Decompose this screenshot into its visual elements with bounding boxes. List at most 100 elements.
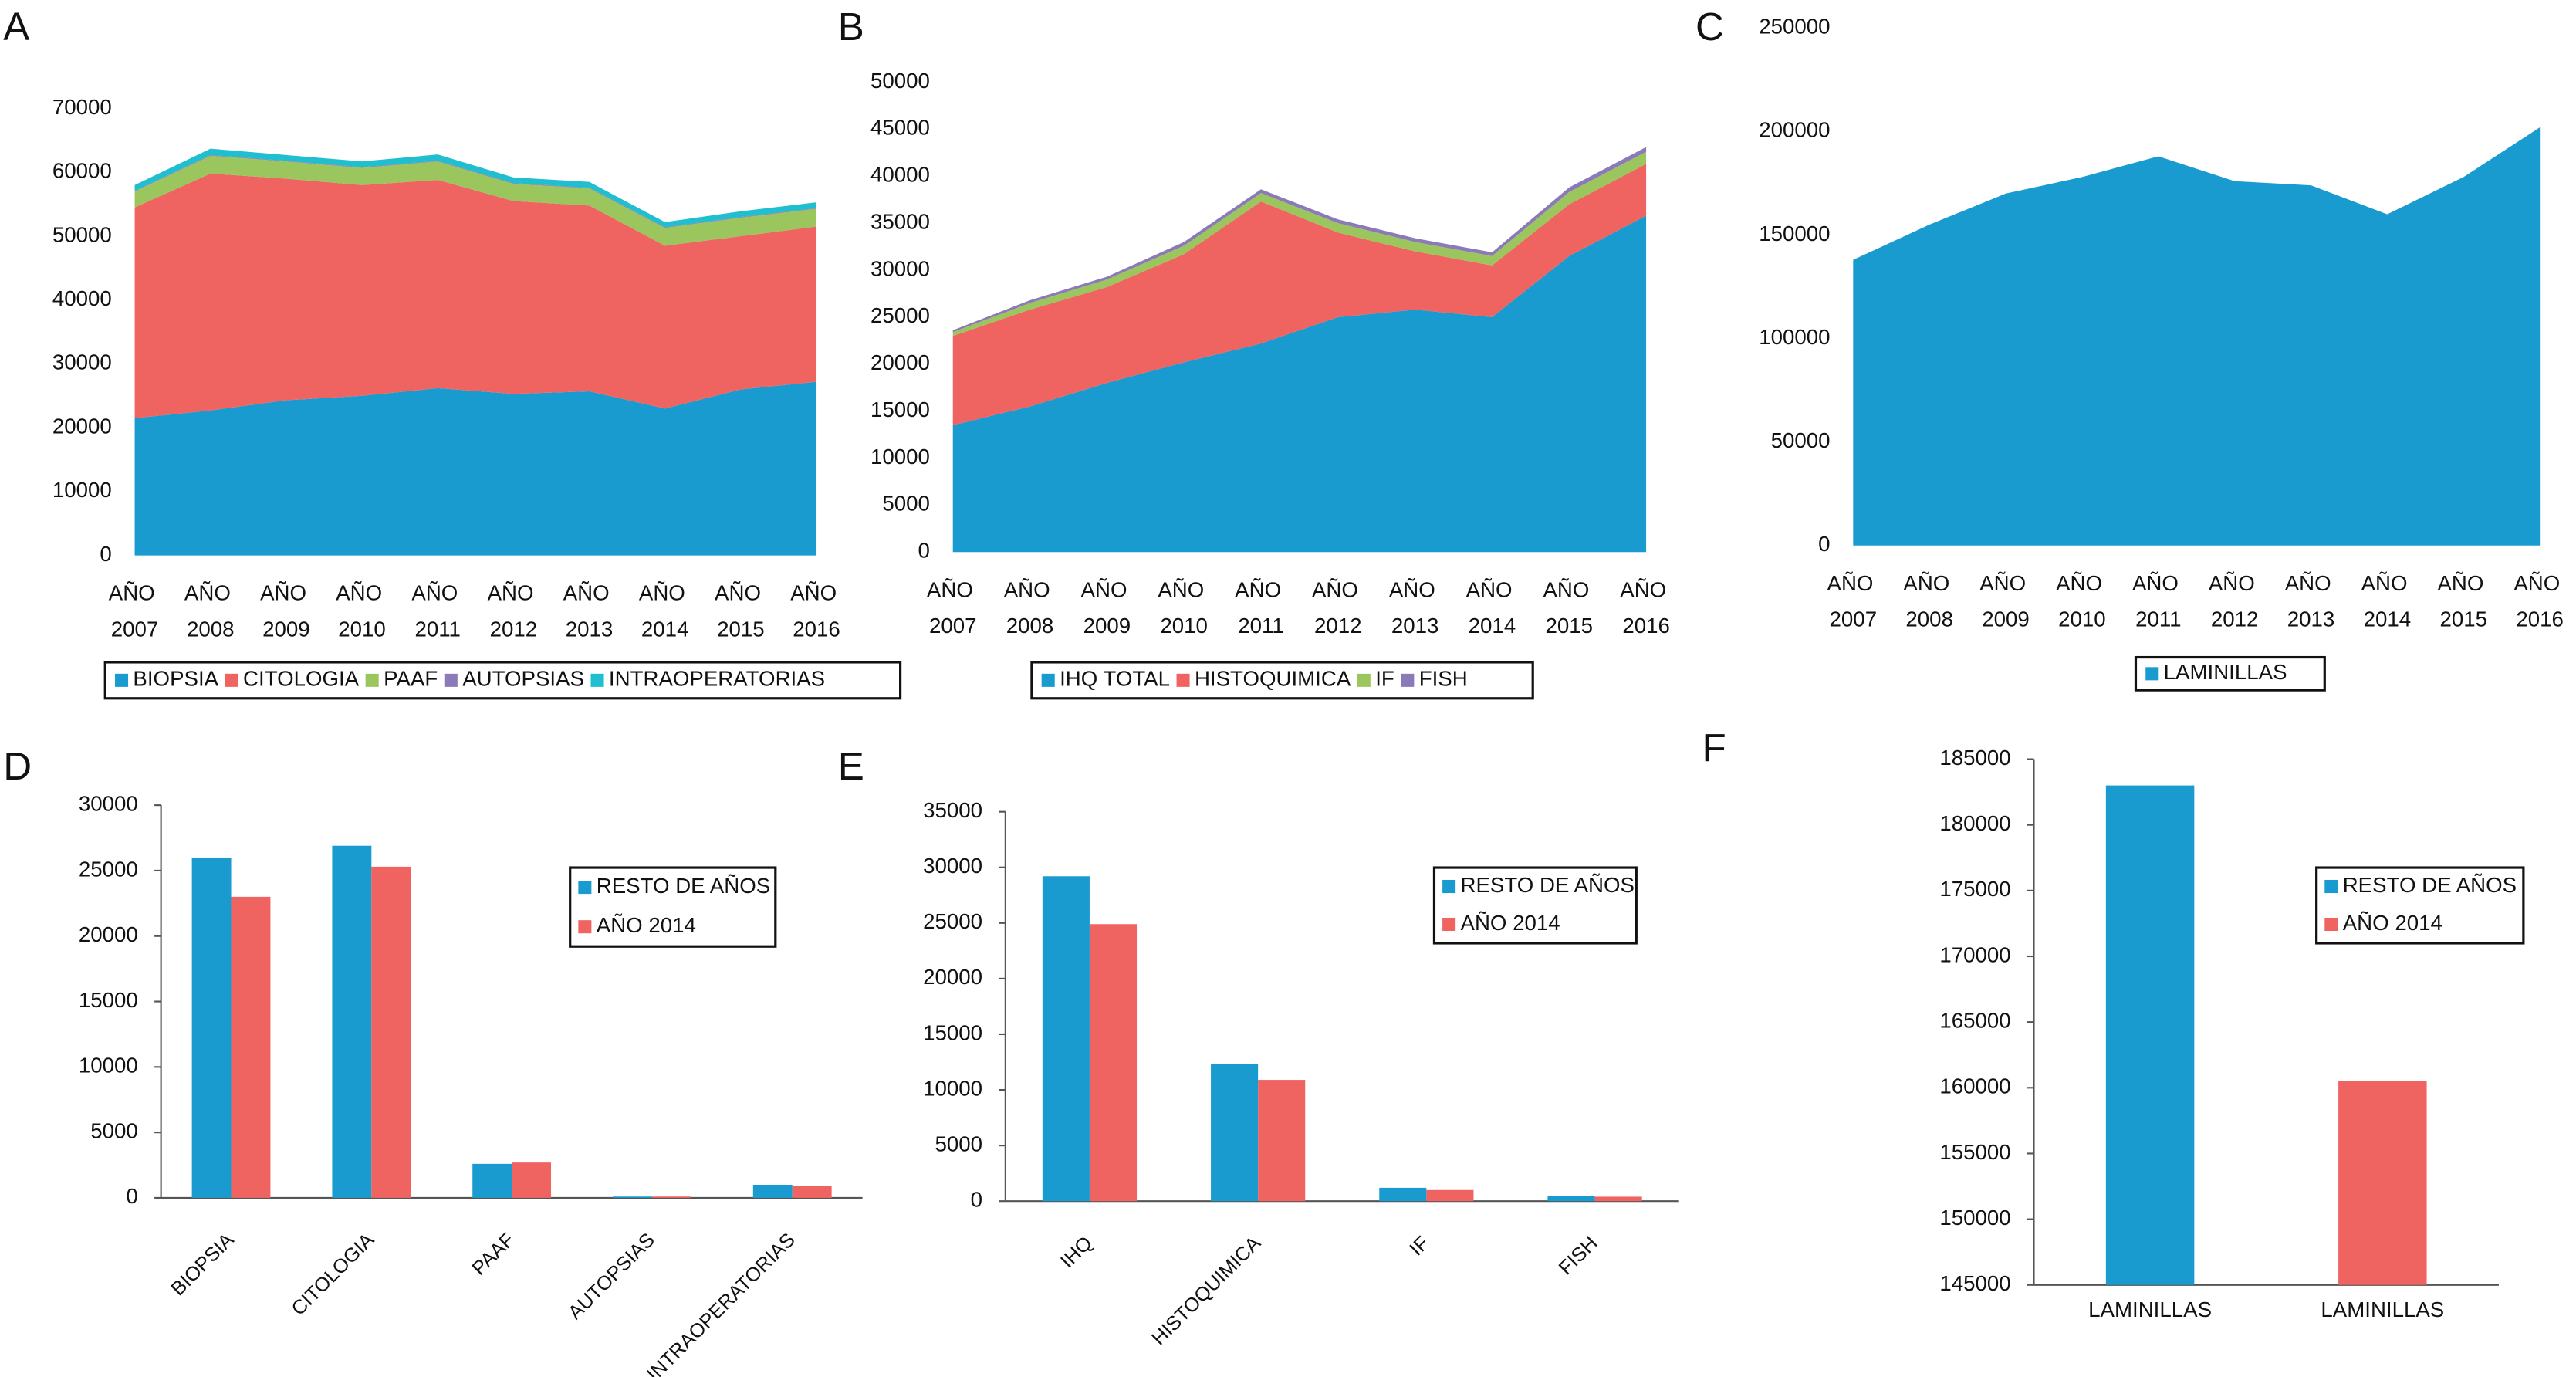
legend-swatch: [1442, 917, 1456, 932]
x-tick-label: AÑO 2008: [1004, 578, 1056, 638]
legend-swatch: [2145, 667, 2159, 681]
x-tick-label: AÑO 2009: [1081, 578, 1134, 638]
x-tick-label: AÑO 2013: [563, 581, 616, 641]
legend-swatch: [365, 673, 379, 687]
y-tick-label: 0: [1818, 532, 1830, 556]
x-tick-label: FISH: [1555, 1233, 1602, 1280]
legend-label: RESTO DE AÑOS: [2343, 873, 2517, 897]
y-tick-label: 185000: [1939, 746, 2010, 770]
x-tick-label: AÑO 2011: [411, 581, 464, 641]
legend-swatch: [2324, 880, 2338, 894]
y-tick-label: 30000: [870, 256, 930, 280]
x-tick-label: BIOPSIA: [167, 1229, 238, 1300]
legend-box: [2315, 866, 2525, 945]
area: [952, 215, 1647, 553]
bar: [2105, 785, 2195, 1285]
legend-swatch: [2324, 917, 2338, 932]
area: [952, 151, 1647, 337]
y-tick-label: 170000: [1939, 942, 2010, 966]
x-tick-label: AÑO 2012: [488, 581, 540, 641]
legend-label: IF: [1375, 667, 1394, 691]
legend-swatch: [1401, 673, 1415, 687]
legend-label: RESTO DE AÑOS: [597, 874, 770, 898]
y-tick-label: 40000: [52, 286, 112, 310]
legend-label: AÑO 2014: [2343, 911, 2442, 935]
x-tick-label: AÑO 2015: [2437, 571, 2490, 631]
legend-box: [1030, 661, 1534, 700]
bar: [1042, 876, 1090, 1202]
x-tick-label: AÑO 2015: [715, 581, 767, 641]
bar: [472, 1163, 512, 1198]
legend-label: FISH: [1419, 667, 1468, 691]
bar: [1211, 1064, 1259, 1202]
y-tick-label: 70000: [52, 95, 112, 119]
legend-label: PAAF: [384, 667, 438, 691]
y-tick-label: 35000: [870, 209, 930, 233]
legend-swatch: [1176, 673, 1190, 687]
x-tick-label: INTRAOPERATORIAS: [643, 1229, 800, 1377]
x-tick-label: LAMINILLAS: [2321, 1297, 2444, 1321]
y-tick-label: 250000: [1759, 15, 1830, 39]
bar: [2338, 1081, 2427, 1285]
x-tick-label: AÑO 2010: [336, 581, 388, 641]
legend-label: IHQ TOTAL: [1060, 667, 1170, 691]
bar: [1089, 924, 1138, 1202]
area: [134, 148, 817, 228]
area: [134, 173, 817, 418]
x-tick-label: HISTOQUIMICA: [1148, 1233, 1265, 1350]
y-tick-label: 15000: [79, 988, 138, 1012]
bar: [1258, 1080, 1306, 1202]
y-tick-label: 0: [918, 539, 930, 563]
panel-letter: E: [838, 744, 864, 788]
y-tick-label: 35000: [923, 798, 982, 822]
x-tick-label: AÑO 2007: [927, 578, 979, 638]
y-tick-label: 100000: [1759, 325, 1830, 349]
y-tick-label: 45000: [870, 116, 930, 140]
x-tick-label: AÑO 2011: [2132, 571, 2185, 631]
y-tick-label: 25000: [923, 909, 982, 933]
bar: [332, 845, 372, 1198]
y-tick-label: 50000: [1771, 428, 1831, 452]
y-tick-label: 30000: [79, 791, 138, 815]
legend-swatch: [578, 881, 592, 895]
panel-letter: C: [1695, 5, 1724, 49]
legend-label: CITOLOGIA: [243, 667, 360, 691]
x-tick-label: AÑO 2010: [2056, 571, 2108, 631]
legend-label: LAMINILLAS: [2164, 660, 2287, 684]
legend-swatch: [590, 673, 604, 687]
legend-label: AÑO 2014: [597, 913, 696, 937]
panel-letter: B: [838, 5, 864, 49]
legend-swatch: [1442, 880, 1456, 894]
y-tick-label: 40000: [870, 163, 930, 187]
y-tick-label: 0: [100, 542, 111, 566]
x-tick-label: AÑO 2013: [2285, 571, 2338, 631]
y-tick-label: 180000: [1939, 811, 2010, 835]
area: [1853, 127, 2541, 546]
x-tick-label: AÑO 2013: [1389, 578, 1442, 638]
x-tick-label: IF: [1406, 1233, 1434, 1260]
legend-box: [103, 661, 902, 700]
x-tick-label: AÑO 2012: [2209, 571, 2261, 631]
bar: [191, 857, 232, 1198]
y-tick-label: 25000: [870, 303, 930, 327]
y-tick-label: 25000: [79, 857, 138, 881]
y-tick-label: 10000: [52, 478, 112, 502]
y-tick-label: 20000: [923, 965, 982, 989]
y-tick-label: 5000: [90, 1118, 138, 1142]
x-tick-label: AÑO 2009: [260, 581, 313, 641]
y-tick-label: 5000: [935, 1132, 983, 1155]
x-tick-label: AÑO 2007: [1827, 571, 1880, 631]
area: [952, 147, 1647, 333]
legend-swatch: [115, 673, 129, 687]
legend-label: AÑO 2014: [1461, 911, 1560, 935]
y-tick-label: 15000: [870, 398, 930, 421]
x-tick-label: AÑO 2007: [109, 581, 161, 641]
x-tick-label: AÑO 2011: [1235, 578, 1287, 638]
panel-letter: A: [3, 5, 29, 49]
y-tick-label: 5000: [882, 492, 930, 516]
y-tick-label: 10000: [870, 445, 930, 469]
bar: [792, 1186, 832, 1198]
legend-label: AUTOPSIAS: [462, 667, 584, 691]
legend-box: [2134, 655, 2326, 692]
